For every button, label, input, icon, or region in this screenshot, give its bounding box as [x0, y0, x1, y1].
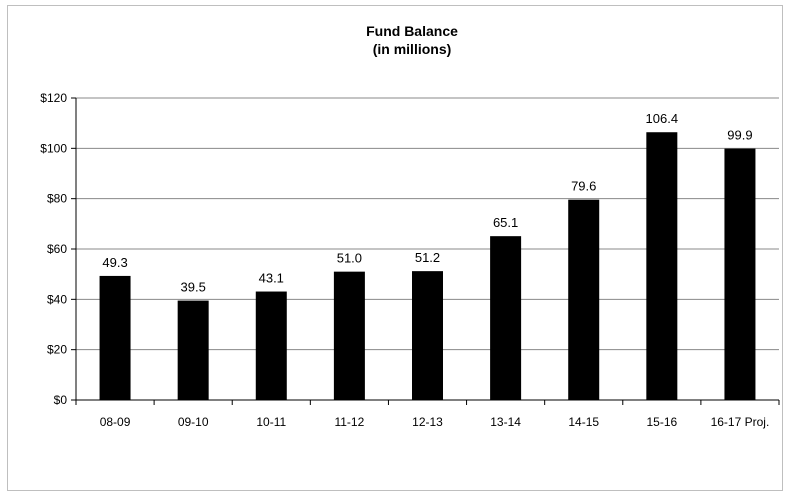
y-tick-label: $40 [47, 292, 67, 306]
chart-subtitle: (in millions) [373, 41, 452, 57]
chart-title: Fund Balance [366, 23, 458, 39]
x-tick-label: 16-17 Proj. [711, 415, 770, 429]
bar [333, 271, 365, 400]
x-tick-label: 11-12 [334, 415, 364, 429]
y-tick-label: $100 [40, 141, 67, 155]
labels: $0 $20 $40 $60 $80 $100 $120 49.3 08-09 39.5 09-10… [40, 91, 769, 429]
bar [99, 275, 131, 400]
y-tick-label: $20 [47, 343, 67, 357]
bar [724, 148, 756, 400]
data-label: 106.4 [646, 111, 679, 126]
data-label: 39.5 [181, 280, 206, 295]
x-tick-label: 09-10 [178, 415, 209, 429]
y-tick-label: $80 [47, 192, 67, 206]
y-tick-label: $120 [40, 91, 67, 105]
bar [412, 271, 443, 400]
data-label: 79.6 [571, 179, 596, 194]
bar [568, 199, 600, 400]
data-label: 99.9 [727, 128, 752, 143]
data-label: 51.0 [337, 251, 362, 266]
bar [490, 236, 522, 400]
data-label: 65.1 [493, 215, 518, 230]
data-label: 51.2 [415, 250, 440, 265]
data-label: 43.1 [259, 271, 284, 286]
x-tick-label: 15-16 [646, 415, 677, 429]
x-tick-label: 08-09 [100, 415, 131, 429]
x-tick-label: 10-11 [256, 415, 286, 429]
bar [177, 300, 209, 400]
bar [255, 291, 287, 400]
x-tick-label: 14-15 [568, 415, 599, 429]
x-tick-label: 13-14 [490, 415, 521, 429]
bars [99, 132, 756, 400]
axes [71, 97, 780, 405]
data-label: 49.3 [102, 255, 127, 270]
y-tick-label: $60 [47, 242, 67, 256]
bar [646, 132, 678, 400]
y-tick-label: $0 [54, 393, 68, 407]
x-tick-label: 12-13 [412, 415, 443, 429]
